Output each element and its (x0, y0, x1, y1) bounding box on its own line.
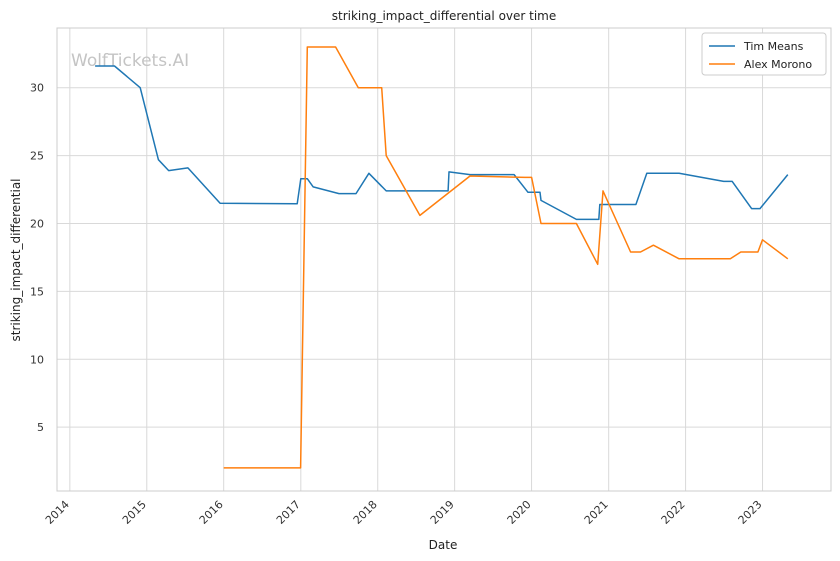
grid-lines (57, 28, 831, 491)
legend-label: Tim Means (743, 40, 804, 53)
y-axis-title: striking_impact_differential (9, 178, 23, 341)
series-layer (95, 46, 789, 469)
series-line-tim-means (95, 65, 789, 221)
y-tick-label: 25 (30, 150, 44, 163)
y-tick-label: 30 (30, 82, 44, 95)
y-tick-label: 15 (30, 285, 44, 298)
legend-label: Alex Morono (744, 58, 812, 71)
watermark-text: WolfTickets.AI (71, 51, 189, 71)
x-axis-ticks: 2014 2015 2016 2017 2018 2019 2020 2021 2022 2023 (43, 498, 765, 527)
y-tick-label: 10 (30, 353, 44, 366)
chart-title: striking_impact_differential over time (332, 9, 557, 23)
y-tick-label: 5 (37, 421, 44, 434)
plot-frame (56, 27, 832, 492)
legend: Tim Means Alex Morono (701, 32, 827, 76)
x-axis-title: Date (429, 538, 458, 552)
y-axis-ticks: 5 10 15 20 25 30 (30, 82, 44, 434)
y-tick-label: 20 (30, 218, 44, 231)
series-line-alex-morono (223, 46, 789, 469)
